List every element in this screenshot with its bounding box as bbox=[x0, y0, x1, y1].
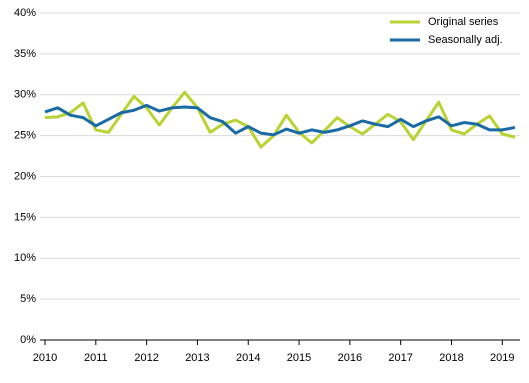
x-tick-label: 2018 bbox=[439, 352, 463, 364]
y-tick-label: 15% bbox=[14, 211, 36, 223]
legend-label: Seasonally adj. bbox=[428, 34, 503, 46]
series-line bbox=[44, 103, 516, 137]
y-tick-label: 25% bbox=[14, 130, 36, 142]
x-tick-label: 2015 bbox=[287, 352, 311, 364]
y-tick-label: 10% bbox=[14, 252, 36, 264]
x-tick-label: 2019 bbox=[490, 352, 514, 364]
x-tick-label: 2010 bbox=[33, 352, 57, 364]
x-tick-label: 2012 bbox=[134, 352, 158, 364]
x-tick-label: 2016 bbox=[338, 352, 362, 364]
y-tick-label: 20% bbox=[14, 170, 36, 182]
legend-label: Original series bbox=[428, 16, 499, 28]
y-tick-label: 35% bbox=[14, 48, 36, 60]
x-tick-label: 2011 bbox=[84, 352, 108, 364]
y-tick-label: 0% bbox=[20, 334, 36, 346]
x-tick-label: 2013 bbox=[185, 352, 209, 364]
x-tick-label: 2014 bbox=[236, 352, 260, 364]
y-tick-label: 5% bbox=[20, 293, 36, 305]
y-tick-label: 40% bbox=[14, 7, 36, 19]
y-tick-label: 30% bbox=[14, 89, 36, 101]
x-tick-label: 2017 bbox=[388, 352, 412, 364]
